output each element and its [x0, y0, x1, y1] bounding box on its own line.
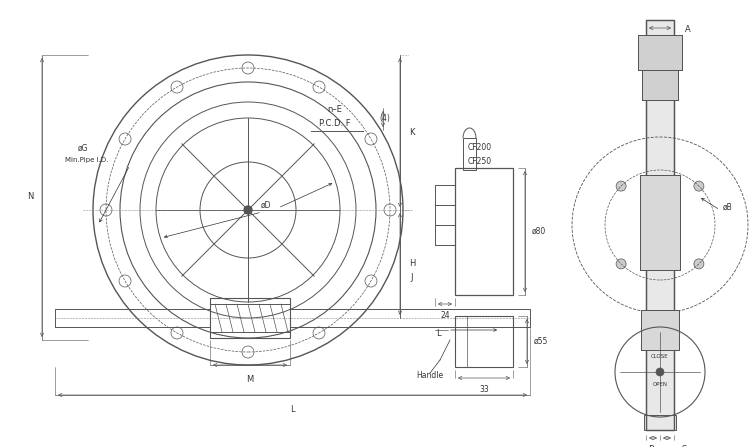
- Text: ø80: ø80: [532, 227, 546, 236]
- Text: Min.Pipe I.D.: Min.Pipe I.D.: [65, 157, 108, 163]
- Bar: [646, 20, 674, 430]
- Text: J: J: [411, 274, 413, 283]
- Text: N: N: [27, 192, 33, 201]
- Text: øB: øB: [723, 202, 733, 211]
- Text: OPEN: OPEN: [652, 381, 668, 387]
- Text: 24: 24: [440, 311, 450, 320]
- Bar: [467, 316, 513, 367]
- Bar: [642, 70, 678, 100]
- Text: CF250: CF250: [468, 157, 492, 166]
- Text: R: R: [648, 446, 654, 447]
- Bar: [646, 20, 674, 430]
- Bar: [638, 35, 682, 70]
- Text: L: L: [436, 329, 440, 337]
- Text: øD: øD: [261, 201, 272, 210]
- Text: Handle: Handle: [416, 371, 443, 380]
- Bar: [640, 175, 680, 270]
- Text: L: L: [290, 405, 295, 413]
- Bar: [210, 298, 290, 338]
- Circle shape: [616, 181, 626, 191]
- Circle shape: [244, 206, 252, 214]
- Text: P.C.D. F: P.C.D. F: [320, 118, 351, 127]
- Bar: [455, 316, 513, 367]
- Bar: [638, 35, 682, 70]
- Bar: [640, 175, 680, 270]
- Text: A: A: [686, 25, 691, 34]
- Bar: [641, 310, 679, 350]
- Text: ø55: ø55: [534, 337, 548, 346]
- Circle shape: [616, 259, 626, 269]
- Text: K: K: [410, 128, 415, 137]
- Bar: [463, 138, 476, 170]
- Bar: [641, 310, 679, 350]
- Text: 33: 33: [479, 385, 489, 395]
- Text: M: M: [246, 375, 254, 384]
- Bar: [644, 415, 676, 430]
- Text: (4): (4): [380, 114, 391, 122]
- Bar: [642, 70, 678, 100]
- Text: øG: øG: [78, 143, 88, 152]
- Text: S: S: [681, 446, 687, 447]
- Circle shape: [694, 181, 704, 191]
- Circle shape: [656, 368, 664, 376]
- Text: CLOSE: CLOSE: [651, 354, 669, 358]
- Text: H: H: [409, 260, 416, 269]
- Bar: [455, 168, 513, 295]
- Circle shape: [694, 259, 704, 269]
- Text: CF200: CF200: [468, 143, 492, 152]
- Text: n–E: n–E: [328, 105, 343, 114]
